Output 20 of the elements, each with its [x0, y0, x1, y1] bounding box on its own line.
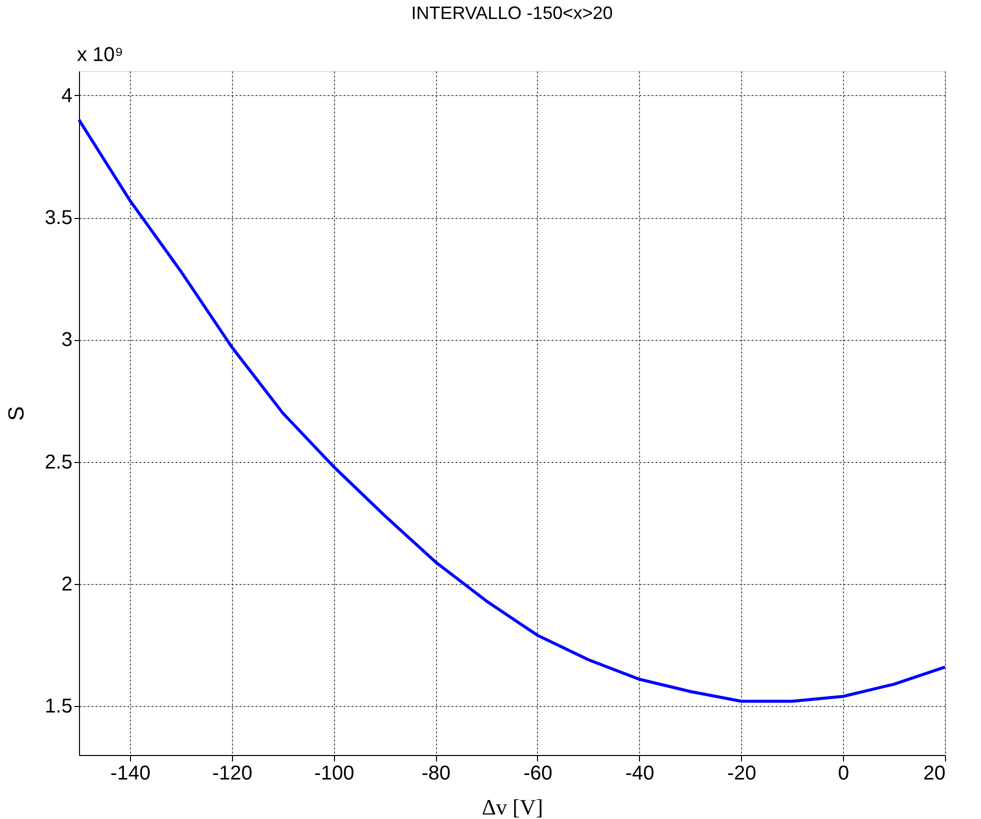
- x-tick-label: -60: [524, 762, 552, 784]
- chart-title: INTERVALLO -150<x>20: [411, 3, 613, 23]
- line-series: [78, 118, 946, 703]
- x-tick-label: -100: [314, 762, 354, 784]
- y-tick-label: 2: [61, 574, 72, 596]
- y-tick-label: 3.5: [44, 207, 72, 230]
- y-tick-label: 1.5: [44, 696, 72, 718]
- y-tick-label: 3: [61, 329, 72, 352]
- x-tick-label: -40: [625, 762, 654, 784]
- x-axis-title: Δv [V]: [482, 794, 544, 819]
- y-tick-label: 4: [61, 84, 72, 107]
- x-tick-label: -140: [110, 762, 150, 784]
- y-axis-title: S: [4, 406, 29, 421]
- x-tick-label: 20: [923, 762, 946, 784]
- x-tick-label: -120: [212, 762, 252, 784]
- text: x 10⁹: [77, 44, 124, 66]
- x-tick-label: -80: [422, 762, 451, 784]
- y-tick-label: 2.5: [44, 451, 72, 474]
- x-tick-label: 0: [838, 762, 850, 784]
- x-tick-label: -20: [727, 762, 756, 784]
